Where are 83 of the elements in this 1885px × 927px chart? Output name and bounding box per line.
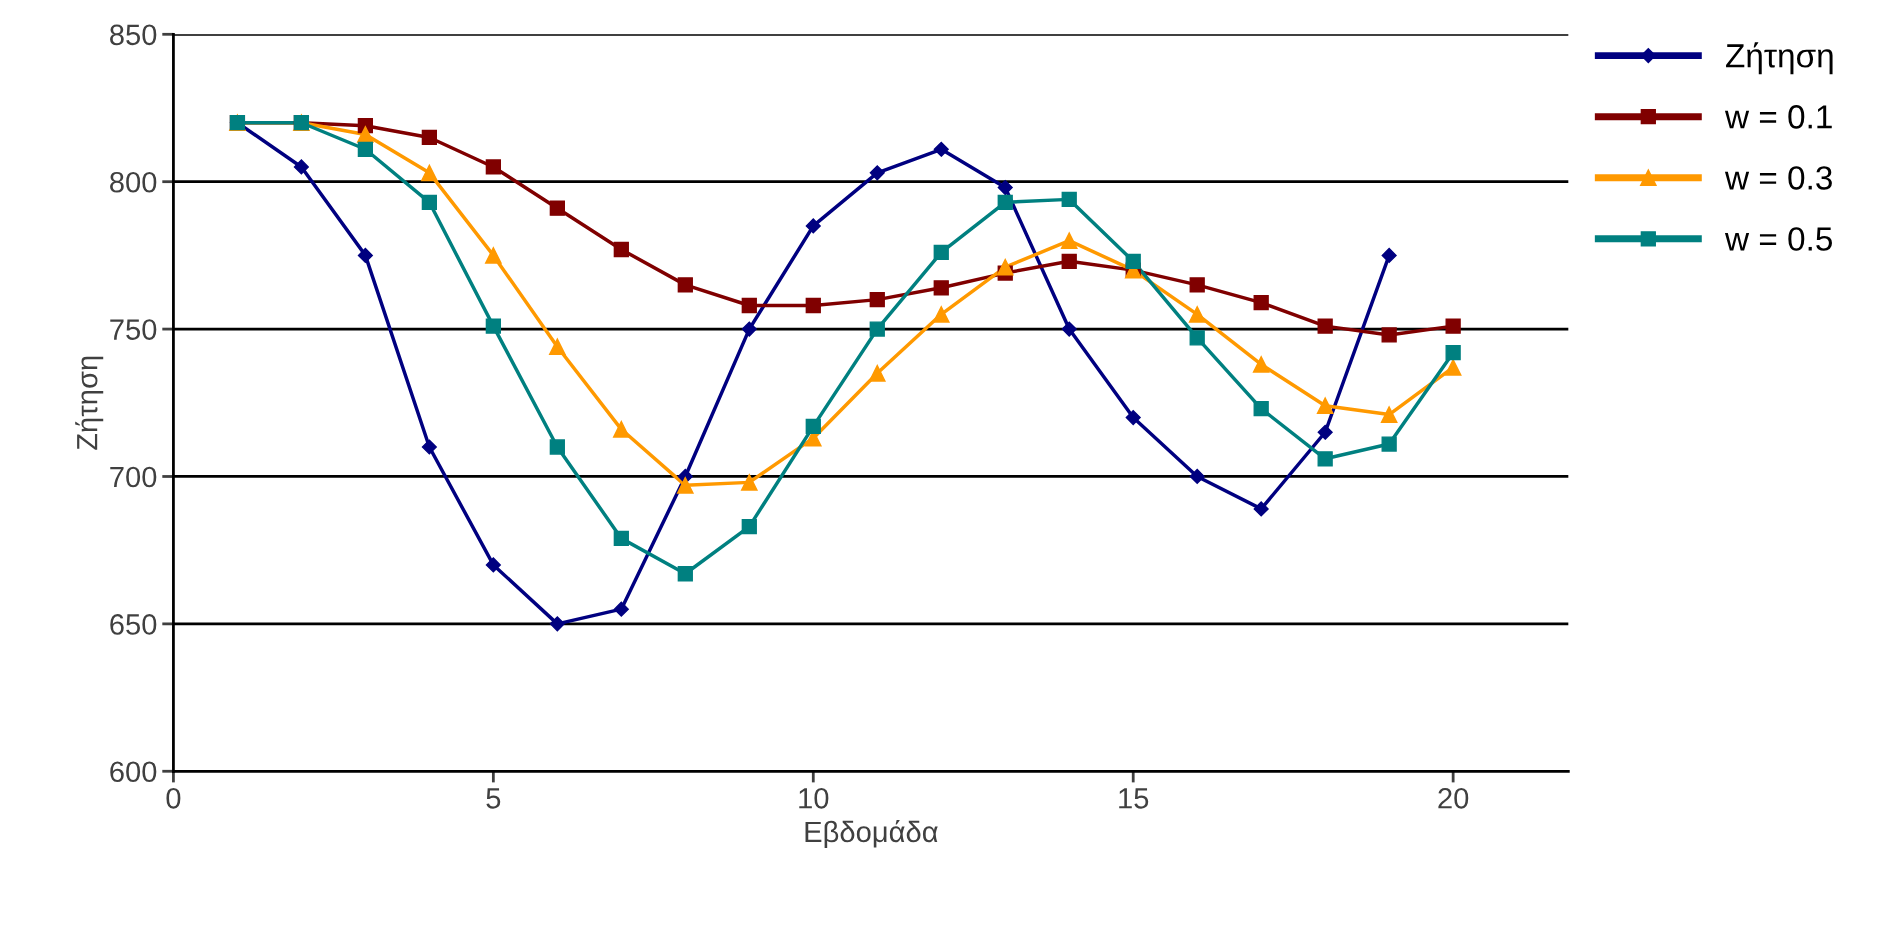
point (1381, 247, 1397, 263)
y-tick-label: 750 (110, 319, 157, 340)
point (933, 141, 949, 157)
point (1060, 232, 1078, 249)
legend-label: Ζήτηση (1726, 42, 1833, 75)
point (996, 258, 1014, 276)
point (421, 439, 437, 455)
point (1444, 359, 1462, 376)
x-tick-label: 0 (166, 788, 181, 809)
point (1252, 356, 1270, 373)
point (805, 297, 821, 314)
x-axis-title: Εβδομάδα (805, 819, 938, 849)
y-tick-label: 800 (110, 171, 157, 193)
x-tick-label: 5 (486, 788, 501, 809)
x-tick-label: 20 (1438, 788, 1469, 809)
point (1061, 191, 1077, 208)
point (1380, 406, 1398, 423)
point (1317, 424, 1333, 440)
point (421, 129, 438, 146)
y-tick-label: 650 (110, 614, 157, 635)
point (1445, 318, 1461, 334)
point (613, 241, 629, 258)
point (1445, 345, 1461, 361)
point (869, 291, 885, 308)
point (485, 159, 501, 175)
point (1125, 253, 1141, 269)
y-tick-label: 600 (110, 761, 157, 783)
point (421, 194, 438, 210)
point (1317, 451, 1333, 467)
x-tick-label: 15 (1119, 788, 1149, 809)
point (1316, 397, 1334, 415)
point (1189, 277, 1205, 293)
legend-label: w = 0.1 (1724, 105, 1832, 129)
point (933, 280, 949, 296)
point (1317, 318, 1333, 334)
point (357, 247, 373, 263)
x-tick-label: 10 (799, 788, 829, 809)
point (677, 566, 693, 582)
point (485, 318, 501, 334)
point (1253, 501, 1269, 517)
legend-label: w = 0.3 (1724, 166, 1832, 190)
point (357, 141, 374, 157)
point (741, 321, 757, 337)
point (485, 557, 501, 573)
point (741, 297, 757, 314)
legend-label: w = 0.5 (1724, 227, 1832, 251)
point (613, 601, 629, 617)
point (549, 200, 565, 216)
point (805, 218, 821, 234)
point (1253, 294, 1269, 311)
point (997, 194, 1013, 210)
point (1189, 468, 1205, 485)
point (805, 418, 821, 435)
point (933, 244, 949, 261)
point (869, 321, 885, 337)
point (1061, 253, 1077, 269)
point (1253, 401, 1269, 417)
point (357, 126, 374, 143)
point (997, 180, 1013, 196)
point (676, 476, 694, 494)
point (293, 159, 309, 175)
point (549, 616, 565, 632)
point (740, 474, 758, 491)
point (1188, 306, 1206, 323)
point (613, 530, 629, 547)
point (868, 364, 886, 382)
point (1381, 327, 1397, 343)
point (612, 420, 630, 438)
point (549, 338, 566, 356)
y-tick-label: 700 (110, 466, 157, 488)
point (869, 165, 885, 181)
point (741, 518, 757, 535)
point (549, 439, 565, 455)
point (1189, 330, 1205, 346)
point (1125, 409, 1141, 426)
point (1381, 436, 1397, 452)
point (677, 277, 693, 293)
point (421, 164, 438, 182)
y-tick-label: 850 (110, 24, 157, 46)
point (932, 306, 950, 323)
point (1061, 321, 1077, 337)
point (485, 247, 502, 264)
y-axis-title: Ζήτηση (75, 356, 104, 450)
